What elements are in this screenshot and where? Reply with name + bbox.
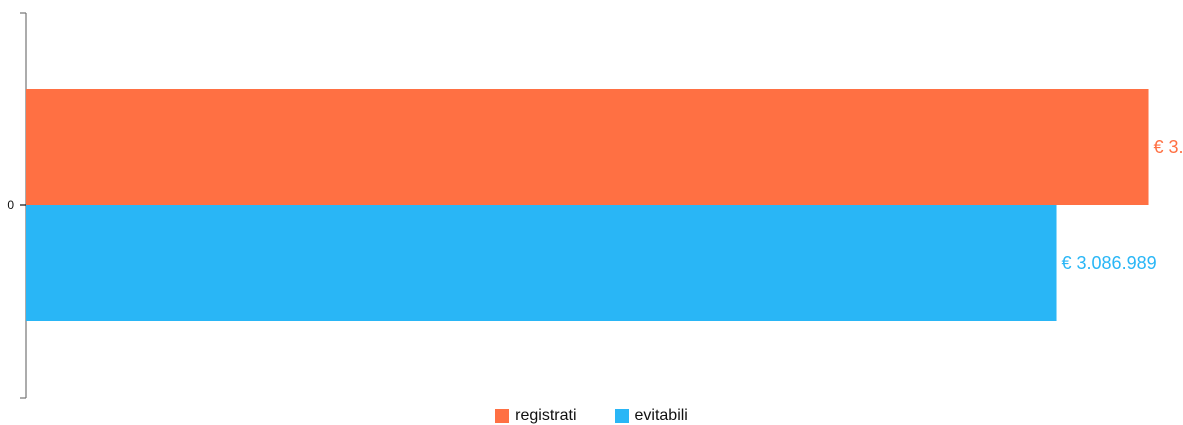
legend-label-evitabili: evitabili	[634, 407, 688, 424]
data-label-registrati: € 3.362.601	[1154, 137, 1183, 157]
legend-item-evitabili[interactable]: evitabili	[614, 407, 688, 425]
legend-item-registrati[interactable]: registrati	[495, 407, 577, 425]
chart-legend: registrati evitabili	[0, 407, 1183, 425]
data-label-evitabili: € 3.086.989	[1062, 253, 1157, 273]
legend-swatch-registrati	[495, 409, 510, 423]
legend-swatch-evitabili	[614, 409, 629, 423]
legend-label-registrati: registrati	[515, 407, 577, 424]
y-axis-tick-label: 0	[7, 198, 14, 212]
bar-registrati	[26, 89, 1149, 205]
bar-evitabili	[26, 205, 1057, 321]
bar-chart: 0 € 3.362.601 € 3.086.989	[7, 12, 1183, 399]
